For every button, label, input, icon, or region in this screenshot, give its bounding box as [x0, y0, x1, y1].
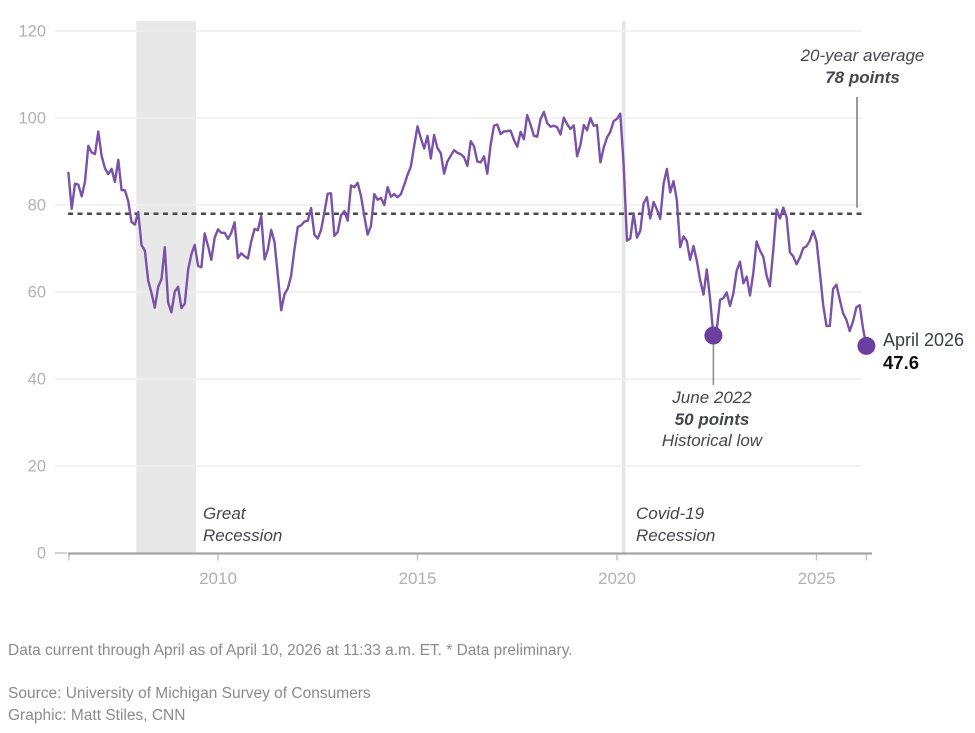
- sentiment-polyline: [67, 110, 868, 348]
- latest-point-date: April 2026: [883, 330, 965, 350]
- callout-lines: [712, 97, 858, 385]
- historical-low-caption: Historical low: [661, 431, 763, 450]
- historical-low-value: 50 points: [674, 409, 750, 429]
- covid-recession-line: [622, 21, 626, 553]
- y-axis-tick-label: 0: [37, 545, 46, 563]
- source-line: Source: University of Michigan Survey of…: [8, 685, 371, 702]
- covid-recession-label-line2: Recession: [636, 525, 716, 545]
- credit-line: Graphic: Matt Stiles, CNN: [8, 707, 186, 724]
- x-axis-tick-label: 2020: [598, 569, 636, 588]
- x-axis: [68, 552, 872, 561]
- covid-recession-label-line1: Covid-19: [636, 504, 705, 523]
- historical-low-annotation: June 2022 50 points Historical low: [612, 387, 812, 452]
- y-axis-tick-label: 120: [18, 23, 46, 41]
- y-axis-tick-label: 80: [28, 197, 46, 215]
- sentiment-series-line: [67, 110, 868, 348]
- x-axis-tick-label: 2025: [798, 569, 836, 588]
- covid-recession-rect: [622, 21, 626, 553]
- historical-low-date: June 2022: [672, 388, 752, 407]
- latest-point-annotation: April 2026 47.6: [883, 329, 975, 374]
- y-axis-tick-label: 20: [28, 458, 46, 476]
- historical-low-dot: [704, 326, 723, 345]
- great-recession-label-line1: Great: [203, 504, 246, 523]
- great-recession-label: Great Recession: [203, 503, 363, 546]
- great-recession-label-line2: Recession: [203, 525, 283, 545]
- grid-layer: [55, 30, 862, 554]
- y-axis-labels: 0 20 40 60 80 100 120: [18, 23, 46, 563]
- sentiment-line-plot: 0 20 40 60 80 100 120 2010 2015 2020 2025: [18, 21, 876, 588]
- x-axis-tick-label: 2010: [199, 569, 237, 588]
- covid-recession-label: Covid-19 Recession: [636, 503, 796, 546]
- latest-point-dot: [857, 336, 876, 355]
- footnote: Data current through April as of April 1…: [8, 642, 573, 659]
- average-annotation: 20-year average 78 points: [750, 45, 975, 88]
- data-point-markers: [704, 326, 876, 355]
- y-axis-tick-label: 40: [28, 371, 46, 389]
- y-axis-tick-label: 60: [28, 284, 46, 302]
- x-axis-labels: 2010 2015 2020 2025: [199, 569, 835, 588]
- latest-point-value: 47.6: [883, 352, 920, 373]
- average-annotation-line1: 20-year average: [800, 46, 925, 65]
- average-annotation-line2: 78 points: [825, 67, 900, 87]
- y-axis-tick-label: 100: [18, 110, 46, 128]
- x-axis-tick-label: 2015: [399, 569, 437, 588]
